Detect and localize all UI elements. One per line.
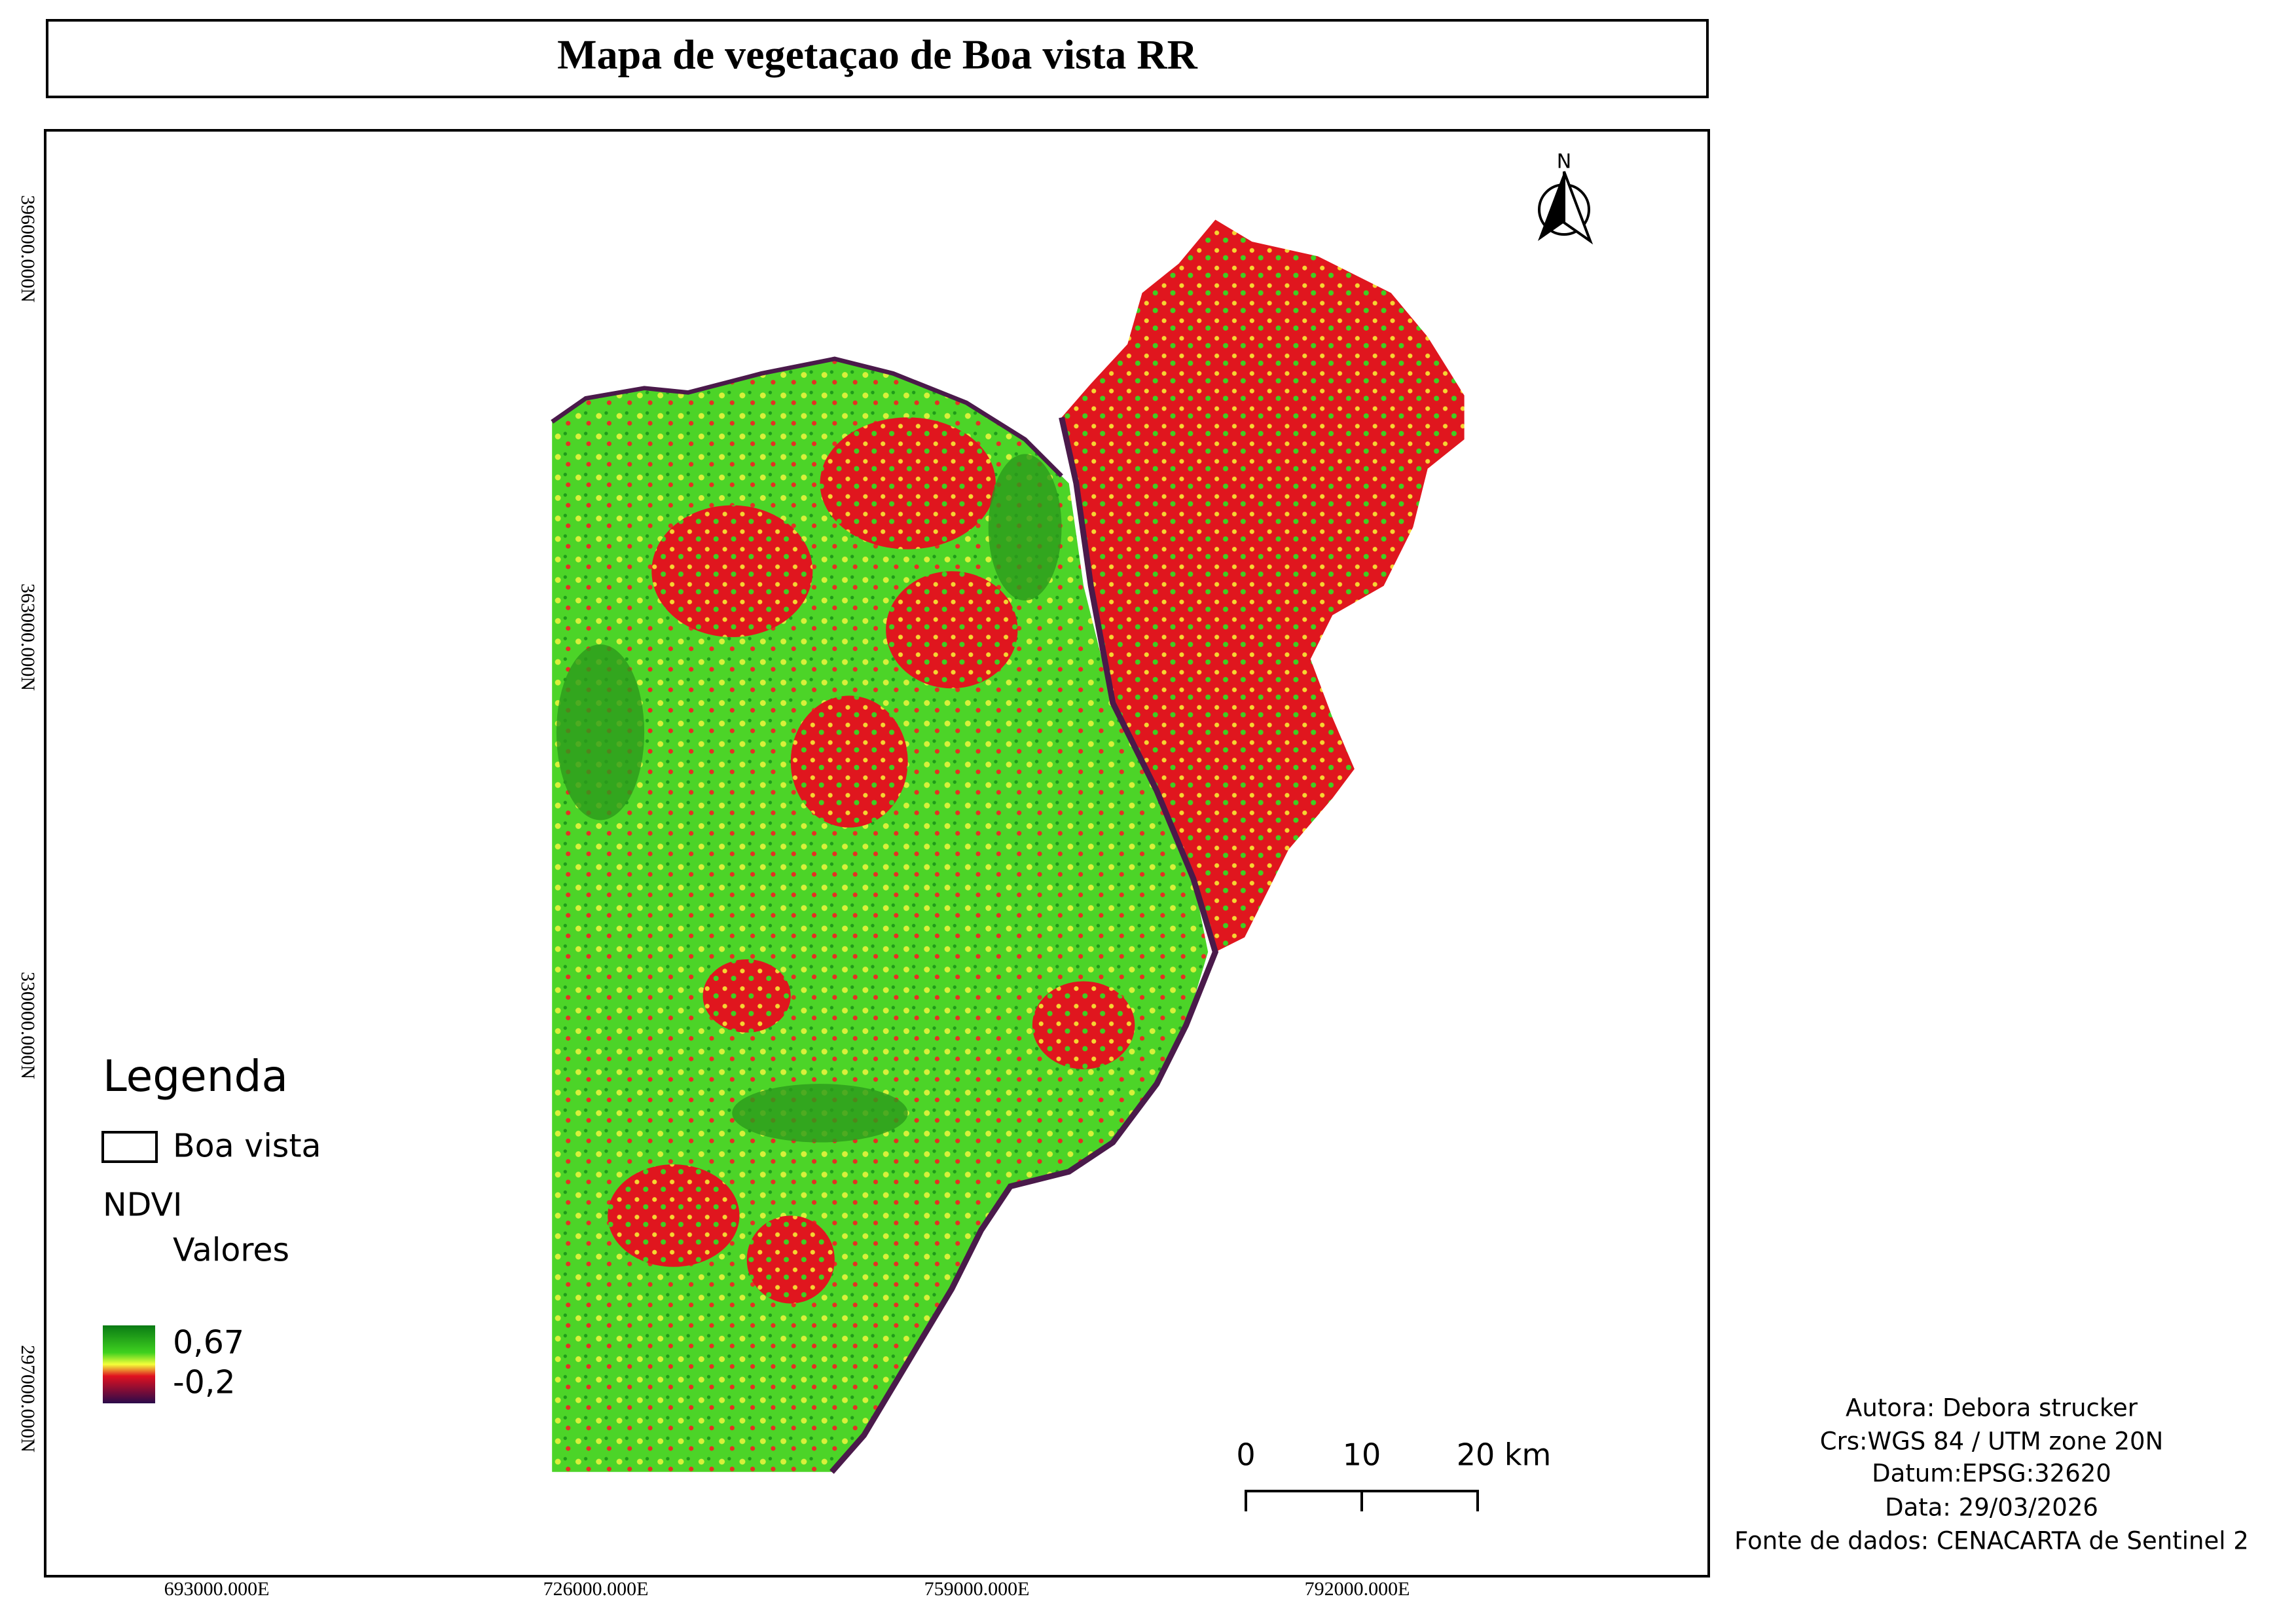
river <box>829 416 1219 1474</box>
x-coordinates: 693000.000E 726000.000E 759000.000E 7920… <box>164 1578 1410 1600</box>
ndvi-raster <box>551 219 1465 1474</box>
legend-sublabel: Valores <box>173 1232 289 1269</box>
east-region <box>1061 219 1465 952</box>
y-coord-label: 363000.000N <box>17 583 39 691</box>
legend-label: Boa vista <box>173 1128 321 1165</box>
scale-line <box>1245 1490 1479 1511</box>
credits: Autora: Debora strucker Crs:WGS 84 / UTM… <box>1734 1394 2249 1555</box>
scale-label: 0 <box>1236 1437 1255 1473</box>
scale-bar: 0 10 20 km <box>1236 1437 1552 1511</box>
y-coord-label: 297000.000N <box>17 1345 39 1452</box>
x-coord-label: 792000.000E <box>1305 1578 1410 1600</box>
north-label: N <box>1557 151 1571 174</box>
map-title: Mapa de vegetaçao de Boa vista RR <box>557 31 1197 78</box>
legend-min: -0,2 <box>173 1364 236 1401</box>
low-ndvi-patches <box>608 417 1135 1304</box>
legend-max: 0,67 <box>173 1324 244 1361</box>
legend-ramp <box>103 1325 155 1403</box>
credit-line: Fonte de dados: CENACARTA de Sentinel 2 <box>1734 1527 2249 1555</box>
y-coord-label: 396000.000N <box>17 195 39 303</box>
x-coord-label: 759000.000E <box>924 1578 1030 1600</box>
title-box <box>46 19 1709 98</box>
y-coordinates: 396000.000N 363000.000N 330000.000N 2970… <box>17 195 39 1452</box>
legend-title: Legenda <box>103 1051 288 1101</box>
legend-layer: NDVI <box>103 1187 183 1224</box>
dense-vegetation <box>556 454 1062 1143</box>
river-north <box>551 356 1063 478</box>
credit-line: Crs:WGS 84 / UTM zone 20N <box>1820 1428 2164 1456</box>
north-arrow <box>1538 171 1594 245</box>
scale-label: 10 <box>1343 1437 1381 1473</box>
credit-line: Data: 29/03/2026 <box>1885 1494 2098 1522</box>
credit-line: Datum:EPSG:32620 <box>1872 1460 2111 1488</box>
legend: Legenda Boa vista NDVI Valores 0,67 -0,2 <box>101 1051 321 1403</box>
x-coord-label: 726000.000E <box>543 1578 649 1600</box>
scale-label: 20 km <box>1457 1437 1552 1473</box>
x-coord-label: 693000.000E <box>164 1578 270 1600</box>
y-coord-label: 330000.000N <box>17 972 39 1079</box>
credit-line: Autora: Debora strucker <box>1846 1394 2138 1422</box>
legend-boundary-swatch <box>101 1131 158 1163</box>
